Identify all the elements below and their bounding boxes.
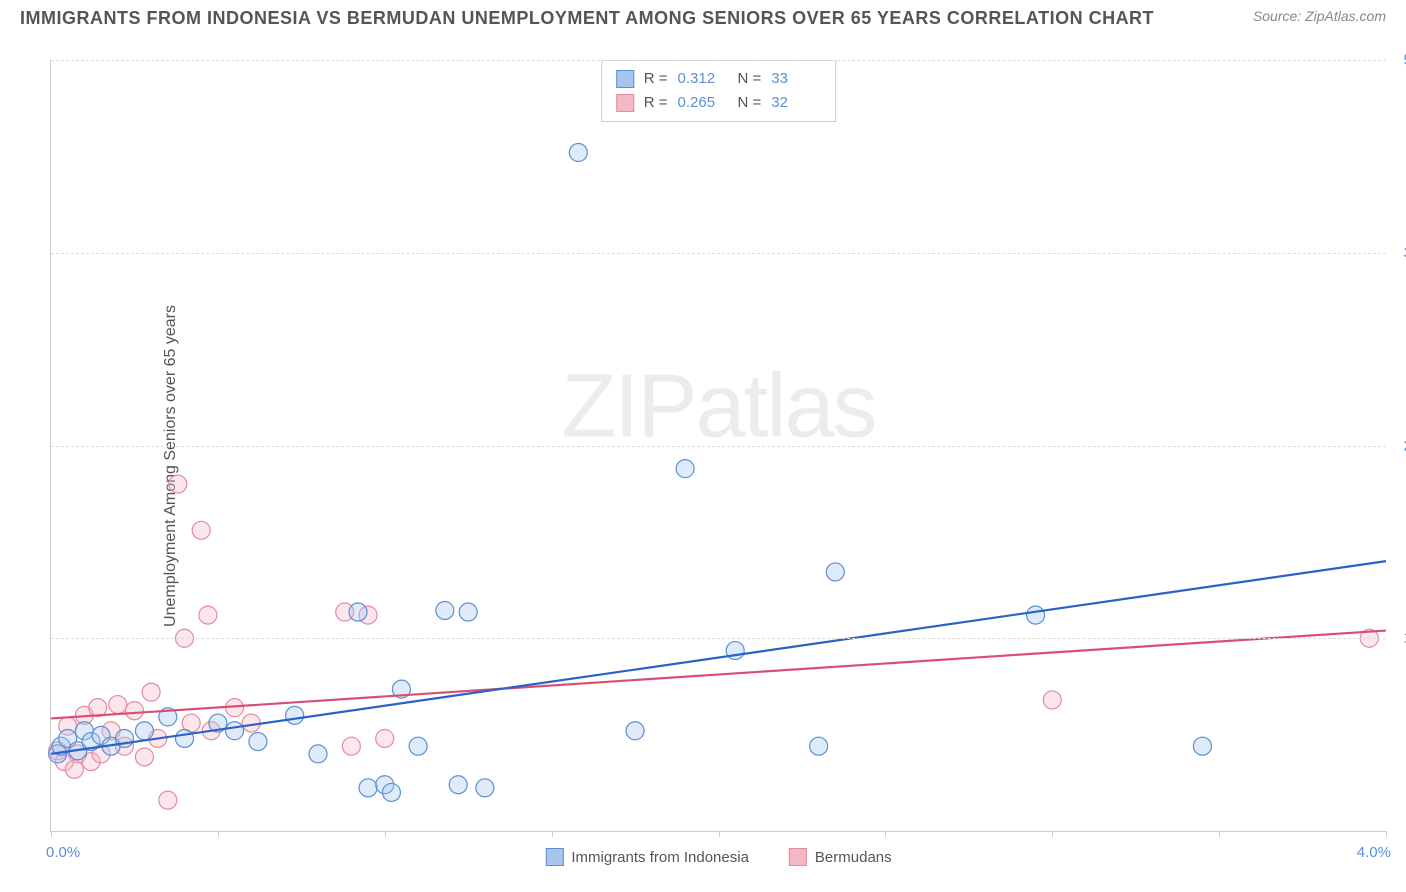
- legend-stats-row-indonesia: R = 0.312 N = 33: [616, 67, 822, 91]
- data-point: [349, 603, 367, 621]
- data-point: [676, 460, 694, 478]
- data-point: [376, 729, 394, 747]
- x-tick: [552, 831, 553, 837]
- n-label: N =: [738, 91, 762, 115]
- data-point: [192, 521, 210, 539]
- data-point: [199, 606, 217, 624]
- x-tick: [1052, 831, 1053, 837]
- data-point: [1027, 606, 1045, 624]
- data-point: [459, 603, 477, 621]
- data-point: [409, 737, 427, 755]
- data-point: [176, 729, 194, 747]
- trend-line: [51, 631, 1386, 719]
- data-point: [826, 563, 844, 581]
- data-point: [135, 748, 153, 766]
- trend-line: [51, 561, 1386, 754]
- legend-stats-row-bermudans: R = 0.265 N = 32: [616, 91, 822, 115]
- data-point: [382, 783, 400, 801]
- gridline: [51, 253, 1386, 254]
- x-tick: [218, 831, 219, 837]
- x-tick: [385, 831, 386, 837]
- r-value-bermudans: 0.265: [678, 91, 728, 115]
- legend-item-bermudans: Bermudans: [789, 848, 892, 866]
- data-point: [169, 475, 187, 493]
- n-value-indonesia: 33: [771, 67, 821, 91]
- data-point: [125, 702, 143, 720]
- x-origin-label: 0.0%: [46, 844, 80, 861]
- r-label: R =: [644, 67, 668, 91]
- swatch-indonesia-icon: [545, 848, 563, 866]
- chart-container: Unemployment Among Seniors over 65 years…: [0, 40, 1406, 892]
- legend-label-bermudans: Bermudans: [815, 849, 892, 866]
- legend-series: Immigrants from Indonesia Bermudans: [545, 848, 891, 866]
- data-point: [159, 791, 177, 809]
- data-point: [476, 779, 494, 797]
- chart-title: IMMIGRANTS FROM INDONESIA VS BERMUDAN UN…: [20, 8, 1154, 29]
- data-point: [249, 733, 267, 751]
- data-point: [449, 776, 467, 794]
- data-point: [436, 601, 454, 619]
- data-point: [569, 144, 587, 162]
- x-tick: [719, 831, 720, 837]
- x-max-label: 4.0%: [1357, 844, 1391, 861]
- data-point: [810, 737, 828, 755]
- gridline: [51, 60, 1386, 61]
- swatch-bermudans-icon: [789, 848, 807, 866]
- n-value-bermudans: 32: [771, 91, 821, 115]
- n-label: N =: [738, 67, 762, 91]
- source-label: Source: ZipAtlas.com: [1253, 8, 1386, 24]
- data-point: [135, 722, 153, 740]
- legend-item-indonesia: Immigrants from Indonesia: [545, 848, 749, 866]
- r-label: R =: [644, 91, 668, 115]
- plot-area: ZIPatlas R = 0.312 N = 33 R = 0.265 N = …: [50, 60, 1386, 832]
- legend-label-indonesia: Immigrants from Indonesia: [571, 849, 749, 866]
- data-point: [109, 696, 127, 714]
- legend-stats: R = 0.312 N = 33 R = 0.265 N = 32: [601, 60, 837, 122]
- data-point: [1043, 691, 1061, 709]
- x-tick: [885, 831, 886, 837]
- data-point: [342, 737, 360, 755]
- data-point: [1193, 737, 1211, 755]
- x-tick: [51, 831, 52, 837]
- data-point: [309, 745, 327, 763]
- data-point: [626, 722, 644, 740]
- swatch-bermudans-icon: [616, 94, 634, 112]
- gridline: [51, 446, 1386, 447]
- data-point: [286, 706, 304, 724]
- data-point: [142, 683, 160, 701]
- gridline: [51, 638, 1386, 639]
- swatch-indonesia-icon: [616, 70, 634, 88]
- data-point: [226, 722, 244, 740]
- x-tick: [1386, 831, 1387, 837]
- r-value-indonesia: 0.312: [678, 67, 728, 91]
- data-point: [359, 779, 377, 797]
- x-tick: [1219, 831, 1220, 837]
